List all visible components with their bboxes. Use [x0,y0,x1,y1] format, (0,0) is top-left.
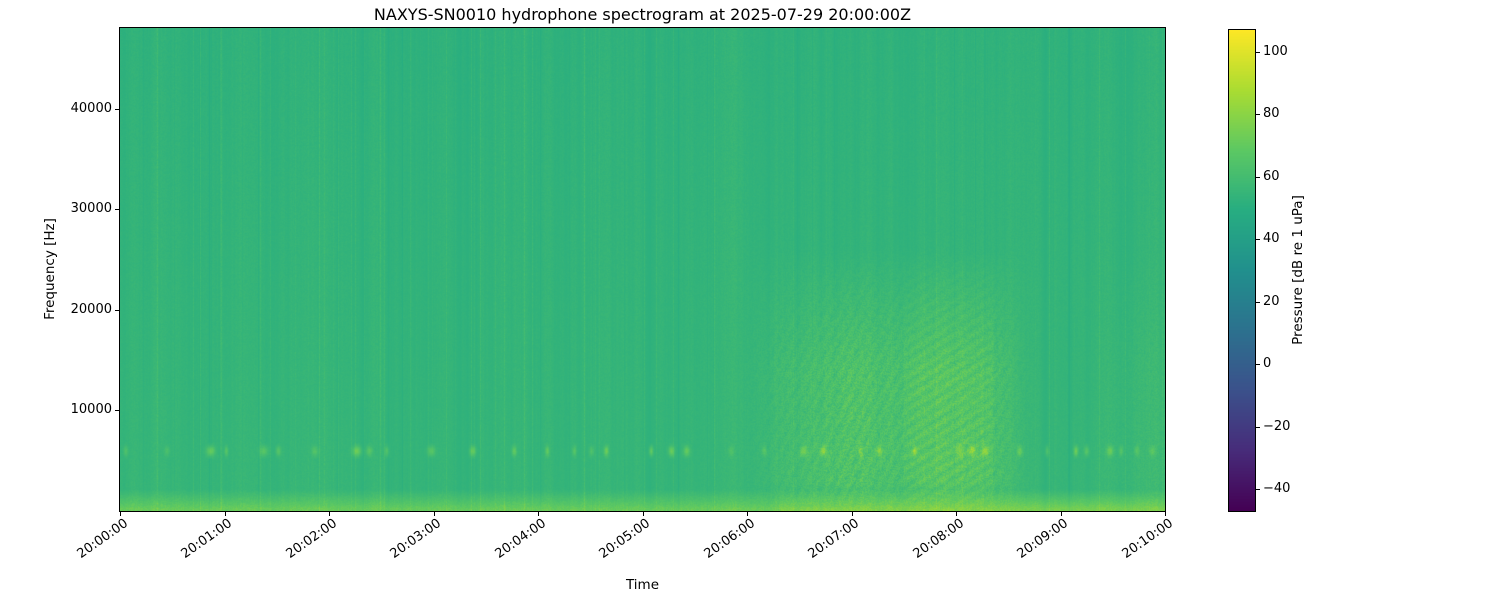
x-tick-label: 20:00:00 [74,516,131,562]
x-tick-label: 20:02:00 [283,516,340,562]
x-tick-label: 20:03:00 [387,516,445,562]
spectrogram-heatmap [120,28,1165,511]
y-tick-mark [115,309,119,311]
x-tick-mark [851,512,853,516]
x-tick-mark [120,512,121,516]
x-tick-mark [224,512,226,516]
colorbar [1228,29,1256,512]
x-tick-label: 20:07:00 [805,516,863,562]
plot-area [119,27,1166,512]
x-tick-mark [433,512,435,516]
colorbar-tick-mark [1256,176,1260,178]
x-tick-mark [642,512,644,516]
colorbar-gradient [1229,30,1255,511]
x-tick-mark [747,512,748,516]
y-tick-label: 20000 [70,301,112,317]
x-tick-label: 20:04:00 [492,516,549,562]
colorbar-tick-label: 80 [1263,106,1280,122]
colorbar-tick-mark [1256,364,1260,366]
y-tick-mark [115,108,119,110]
colorbar-tick-mark [1256,51,1260,53]
x-tick-label: 20:09:00 [1014,516,1072,562]
y-tick-mark [115,209,119,211]
colorbar-tick-mark [1256,426,1260,428]
colorbar-tick-mark [1256,114,1260,116]
colorbar-tick-label: 40 [1263,231,1280,247]
x-tick-mark [329,512,330,516]
colorbar-tick-label: 0 [1263,356,1272,372]
x-tick-mark [956,512,957,516]
colorbar-tick-mark [1256,489,1260,491]
x-axis-label: Time [625,577,660,593]
x-tick-mark [1165,512,1166,516]
x-tick-mark [538,512,539,516]
colorbar-tick-label: 100 [1263,43,1288,59]
y-tick-mark [115,410,119,412]
colorbar-tick-label: 60 [1263,168,1280,184]
chart-title: NAXYS-SN0010 hydrophone spectrogram at 2… [373,5,912,24]
x-tick-label: 20:08:00 [910,516,967,562]
colorbar-tick-label: −20 [1263,418,1291,434]
x-tick-label: 20:10:00 [1119,516,1176,562]
colorbar-tick-mark [1256,239,1260,241]
colorbar-tick-label: −40 [1263,481,1291,497]
x-tick-label: 20:06:00 [701,516,758,562]
y-tick-label: 30000 [70,201,112,217]
x-tick-mark [1060,512,1062,516]
y-tick-label: 10000 [70,402,112,418]
y-axis-label: Frequency [Hz] [42,218,58,320]
colorbar-tick-label: 20 [1263,293,1280,309]
x-tick-label: 20:01:00 [178,516,236,562]
colorbar-label: Pressure [dB re 1 uPa] [1290,195,1306,345]
y-tick-label: 40000 [70,100,112,116]
x-tick-label: 20:05:00 [596,516,654,562]
colorbar-tick-mark [1256,301,1260,303]
